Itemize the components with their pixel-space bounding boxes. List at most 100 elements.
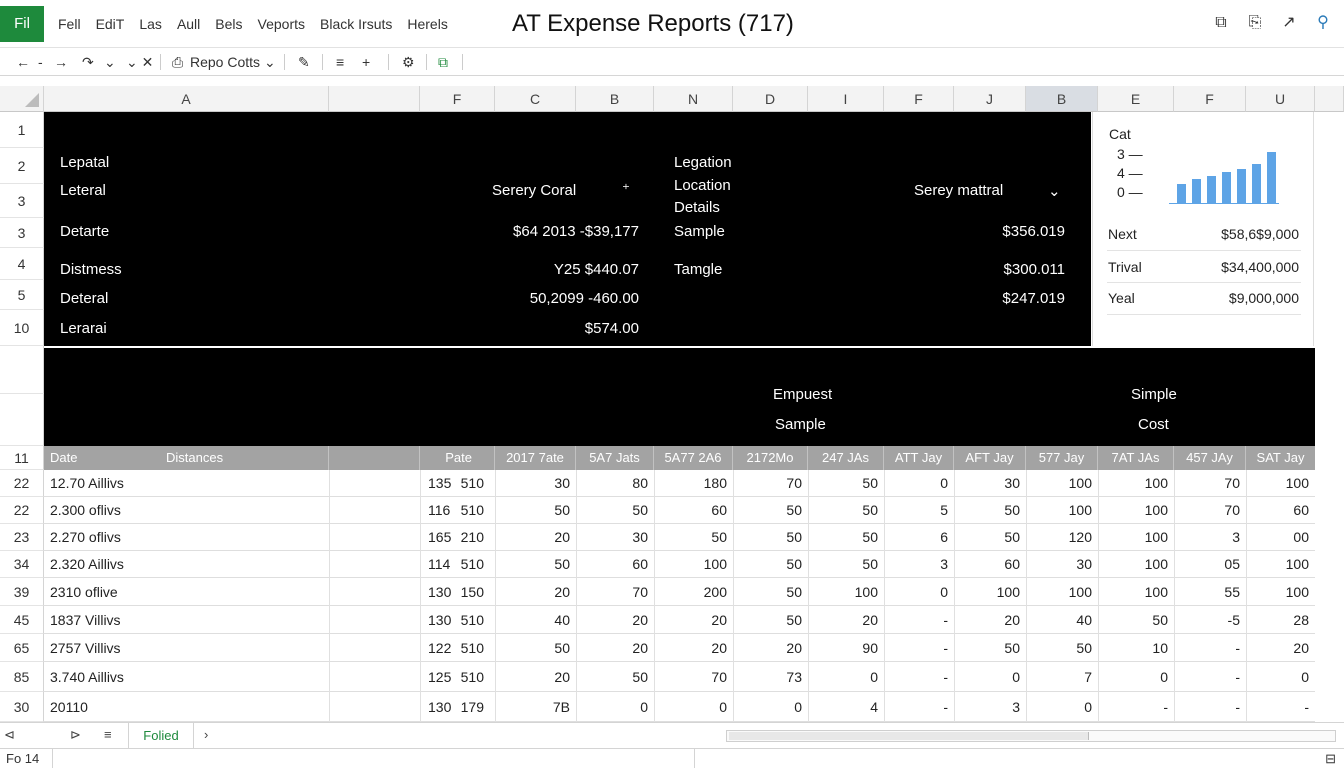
table-cell[interactable]: 0: [940, 584, 948, 600]
table-cell[interactable]: 60: [632, 556, 648, 572]
table-cell[interactable]: 70: [632, 584, 648, 600]
table-header-cell[interactable]: Date: [50, 450, 78, 465]
brush-icon[interactable]: ✎: [298, 54, 310, 70]
column-header[interactable]: [1315, 86, 1344, 112]
table-cell[interactable]: 0: [1301, 669, 1309, 685]
column-header[interactable]: F: [1174, 86, 1246, 112]
column-header[interactable]: U: [1246, 86, 1315, 112]
band-label[interactable]: Cost: [1138, 416, 1169, 433]
menu-item-aull[interactable]: Aull: [176, 16, 201, 32]
column-header[interactable]: I: [808, 86, 884, 112]
table-cell[interactable]: 2.300 oflivs: [50, 502, 121, 518]
cell-label[interactable]: Tamgle: [674, 261, 723, 278]
table-cell[interactable]: 1837 Villivs: [50, 612, 121, 628]
settings-icon[interactable]: ⚙: [402, 54, 415, 70]
copy-icon[interactable]: ⧉: [1215, 14, 1227, 31]
table-cell[interactable]: 60: [1004, 556, 1020, 572]
table-cell[interactable]: 3.740 Aillivs: [50, 669, 124, 685]
menu-item-file[interactable]: Fell: [58, 16, 81, 32]
cell-label[interactable]: Deteral: [60, 290, 109, 307]
cell-label[interactable]: Sample: [674, 223, 725, 240]
cell-label[interactable]: Details: [674, 199, 720, 216]
column-header[interactable]: A: [44, 86, 329, 112]
table-cell[interactable]: 20: [632, 612, 648, 628]
cell-value[interactable]: $247.019: [1002, 290, 1065, 307]
summary-value[interactable]: $9,000,000: [1228, 290, 1299, 306]
table-cell[interactable]: 510: [460, 502, 484, 518]
table-cell[interactable]: 510: [460, 556, 484, 572]
table-cell[interactable]: 100: [1285, 556, 1309, 572]
menu-item-bels[interactable]: Bels: [215, 16, 243, 32]
table-cell[interactable]: 60: [711, 502, 727, 518]
table-header-cell[interactable]: 247 JAs: [808, 446, 884, 470]
cell-value[interactable]: $574.00: [584, 320, 639, 337]
table-cell[interactable]: 20: [554, 529, 570, 545]
next-sheet-icon[interactable]: ›: [204, 727, 209, 742]
table-cell[interactable]: 135: [428, 475, 452, 491]
table-cell[interactable]: 0: [940, 475, 948, 491]
table-cell[interactable]: 0: [640, 699, 648, 715]
table-cell[interactable]: 100: [703, 556, 727, 572]
table-cell[interactable]: 80: [632, 475, 648, 491]
table-header-cell[interactable]: 2172Mo: [733, 446, 808, 470]
table-cell[interactable]: 50: [862, 502, 878, 518]
table-cell[interactable]: 20: [554, 584, 570, 600]
table-cell[interactable]: 20: [1004, 612, 1020, 628]
table-cell[interactable]: 510: [460, 612, 484, 628]
table-cell[interactable]: 30: [632, 529, 648, 545]
report-selector[interactable]: Repo Cotts: [190, 54, 261, 70]
band-label[interactable]: Sample: [775, 416, 826, 433]
table-cell[interactable]: 5: [940, 502, 948, 518]
row-number[interactable]: [0, 394, 44, 446]
scrollbar-thumb[interactable]: [729, 732, 1089, 740]
column-header[interactable]: [329, 86, 420, 112]
band-label[interactable]: Empuest: [773, 386, 833, 403]
forward-arrow-icon[interactable]: →: [54, 54, 68, 70]
table-cell[interactable]: 50: [786, 556, 802, 572]
column-header[interactable]: F: [420, 86, 495, 112]
table-cell[interactable]: 122: [428, 640, 452, 656]
table-header-cell[interactable]: 5A77 2A6: [654, 446, 733, 470]
cell-value[interactable]: $64 2013 -$39,177: [513, 223, 639, 240]
cell-value[interactable]: $356.019: [1002, 223, 1065, 240]
table-cell[interactable]: 20110: [50, 699, 88, 715]
dash-icon[interactable]: -: [38, 54, 43, 70]
table-cell[interactable]: 100: [1285, 584, 1309, 600]
table-cell[interactable]: 20: [862, 612, 878, 628]
table-cell[interactable]: 30: [1004, 475, 1020, 491]
sheet-tab-active[interactable]: Folied: [128, 723, 194, 748]
cell-label[interactable]: Location: [674, 177, 731, 194]
table-cell[interactable]: 50: [554, 502, 570, 518]
table-cell[interactable]: 50: [632, 669, 648, 685]
row-number[interactable]: 45: [0, 606, 44, 634]
table-cell[interactable]: 28: [1293, 612, 1309, 628]
table-cell[interactable]: 116: [428, 502, 451, 518]
cell-value[interactable]: 50,2099 -460.00: [529, 290, 639, 307]
table-cell[interactable]: 50: [862, 556, 878, 572]
cell-label[interactable]: Legation: [674, 154, 732, 171]
table-cell[interactable]: 100: [1144, 529, 1168, 545]
table-cell[interactable]: 200: [703, 584, 727, 600]
table-cell[interactable]: 7B: [552, 699, 570, 715]
row-number[interactable]: 2: [0, 148, 44, 184]
table-cell[interactable]: 120: [1068, 529, 1092, 545]
table-cell[interactable]: 0: [794, 699, 802, 715]
table-cell[interactable]: -5: [1227, 612, 1240, 628]
table-cell[interactable]: 20: [554, 669, 570, 685]
row-number[interactable]: 11: [0, 446, 44, 470]
table-cell[interactable]: 3: [1012, 699, 1020, 715]
cell-label[interactable]: Lepatal: [60, 154, 110, 171]
column-header[interactable]: D: [733, 86, 808, 112]
table-cell[interactable]: 0: [1084, 699, 1092, 715]
table-cell[interactable]: 50: [1152, 612, 1168, 628]
row-number[interactable]: 1: [0, 112, 44, 148]
horizontal-scrollbar[interactable]: [726, 730, 1336, 742]
search-icon[interactable]: ⚲: [1317, 14, 1329, 31]
table-cell[interactable]: 05: [1224, 556, 1240, 572]
column-header[interactable]: N: [654, 86, 733, 112]
menu-item-herels[interactable]: Herels: [407, 16, 448, 32]
summary-label[interactable]: Trival: [1108, 259, 1142, 275]
table-cell[interactable]: 510: [460, 669, 484, 685]
column-header[interactable]: F: [884, 86, 954, 112]
row-number[interactable]: 30: [0, 692, 44, 722]
